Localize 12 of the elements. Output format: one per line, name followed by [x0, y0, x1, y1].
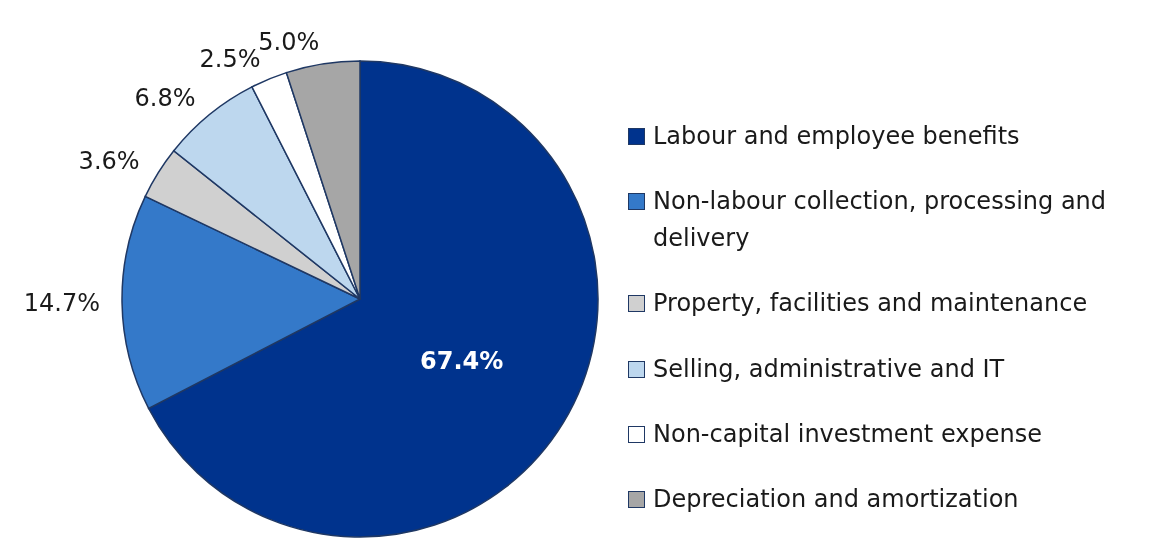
data-label: 3.6%	[78, 147, 140, 176]
data-label: 67.4%	[420, 346, 504, 375]
legend-label: Selling, administrative and IT	[653, 353, 1005, 385]
legend-label: Property, facilities and maintenance	[653, 288, 1088, 320]
data-label: 14.7%	[23, 289, 101, 318]
legend-label: Depreciation and amortization	[653, 483, 1019, 515]
legend-label: Non-labour collection, processing and delivery	[653, 186, 1108, 255]
data-label: 5.0%	[258, 28, 320, 57]
data-label: 2.5%	[199, 44, 261, 73]
data-label: 6.8%	[134, 83, 196, 112]
legend-label: Non-capital investment expense	[653, 418, 1042, 450]
legend-label: Labour and employee benefits	[653, 121, 1020, 152]
